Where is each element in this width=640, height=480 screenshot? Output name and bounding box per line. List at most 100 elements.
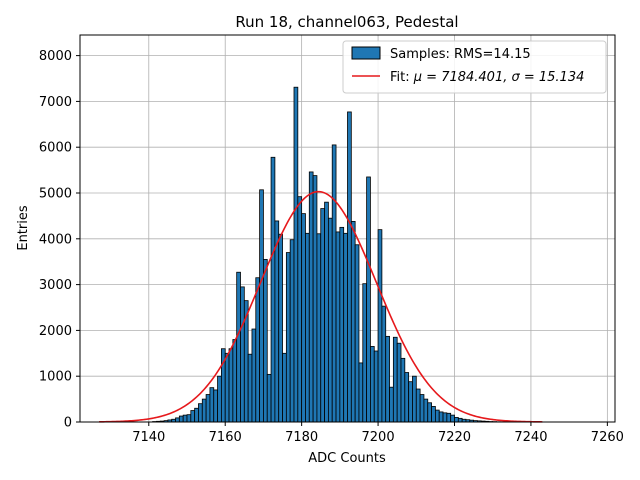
histogram-bar: [266, 373, 272, 423]
histogram-bar: [423, 398, 429, 423]
histogram-bar: [270, 156, 276, 423]
histogram-bar: [274, 220, 280, 423]
x-tick-label: 7200: [362, 430, 395, 445]
histogram-bar: [366, 176, 371, 423]
histogram-bar: [339, 226, 345, 423]
histogram-bar: [438, 411, 444, 423]
x-tick-label: 7220: [438, 430, 471, 445]
legend-fit-label: Fit: μ = 7184.401, σ = 15.134: [390, 70, 584, 85]
histogram-bar: [255, 277, 261, 423]
x-tick-label: 7160: [209, 430, 242, 445]
legend-fit-prefix: Fit:: [390, 70, 414, 85]
histogram-bar: [305, 232, 310, 423]
histogram-bar: [415, 388, 421, 423]
histogram-bar: [404, 372, 410, 423]
histogram-bar: [247, 353, 253, 423]
histogram-bar: [373, 350, 379, 423]
histogram-bar: [289, 239, 295, 423]
histogram-bar: [228, 348, 234, 423]
histogram-bar: [427, 402, 432, 423]
histogram-bar: [396, 342, 402, 423]
histogram-bar: [312, 175, 318, 423]
histogram-bar: [282, 352, 287, 423]
histogram-bar: [320, 208, 325, 423]
x-tick-label: 7240: [514, 430, 547, 445]
histogram-bar: [412, 375, 417, 423]
y-tick-label: 2000: [39, 324, 72, 339]
histogram-bar: [182, 414, 188, 423]
histogram-bar: [186, 414, 192, 423]
histogram-bar: [454, 417, 459, 423]
histogram-bar: [450, 414, 455, 423]
histogram-bar: [301, 213, 306, 423]
legend-histogram-swatch: [351, 46, 381, 60]
histogram-bar: [431, 406, 436, 423]
y-tick-label: 0: [64, 416, 72, 431]
x-tick-label: 7180: [285, 430, 318, 445]
axes-frame: [79, 34, 616, 423]
fit-curve: [99, 190, 543, 423]
histogram-bar: [251, 328, 257, 423]
histogram-bar: [236, 271, 241, 423]
histogram-bar: [408, 381, 413, 423]
histogram-bar: [377, 229, 383, 423]
histogram-bar: [240, 286, 245, 423]
y-tick-label: 5000: [39, 187, 72, 202]
histogram-bar: [201, 398, 207, 423]
histogram-bar: [190, 410, 196, 423]
histogram-bar: [370, 346, 375, 423]
histogram-bar: [358, 362, 364, 423]
histogram-bar: [389, 386, 394, 423]
histogram-bar: [224, 352, 230, 423]
x-tick-label: 7260: [591, 430, 624, 445]
y-tick-label: 3000: [39, 278, 72, 293]
histogram-bar: [419, 394, 425, 423]
y-axis-label: Entries: [16, 205, 31, 251]
y-tick-label: 4000: [39, 232, 72, 247]
histogram-bar: [285, 252, 291, 423]
x-tick-label: 7140: [132, 430, 165, 445]
histogram-bar: [381, 305, 387, 423]
x-axis-label: ADC Counts: [308, 451, 386, 466]
histogram-bar: [324, 201, 329, 423]
histogram-bar: [385, 335, 390, 423]
histogram-bar: [263, 259, 268, 423]
y-axis-ticks: 0 1000 2000 3000 4000 5000 6000 7000 8000: [39, 49, 80, 431]
histogram-bar: [347, 111, 352, 423]
y-tick-label: 7000: [39, 95, 72, 110]
histogram-bar: [350, 221, 356, 423]
histogram-bar: [213, 389, 218, 423]
histogram-bar: [205, 394, 211, 423]
histogram-bar: [457, 417, 463, 423]
histogram-bar: [335, 231, 341, 423]
histogram-bar: [259, 189, 264, 423]
histogram-bar: [175, 417, 180, 423]
histogram-bar: [354, 244, 360, 423]
histogram-bar: [442, 412, 448, 423]
histogram-bar: [293, 86, 299, 423]
histogram-bar: [232, 339, 238, 423]
histogram-bars: [152, 86, 505, 423]
histogram-bar: [278, 233, 283, 423]
legend-histogram-label: Samples: RMS=14.15: [390, 47, 531, 62]
histogram-bar: [327, 217, 333, 423]
histogram-bar: [331, 144, 337, 423]
histogram-bar: [198, 403, 203, 423]
histogram-bar: [400, 357, 406, 423]
histogram-bar: [297, 196, 303, 423]
legend: Samples: RMS=14.15 Fit: μ = 7184.401, σ …: [342, 40, 607, 94]
histogram-bar: [194, 407, 199, 423]
histogram-bar: [316, 233, 322, 423]
legend-fit-params: μ = 7184.401, σ = 15.134: [413, 70, 585, 85]
chart-title: Run 18, channel063, Pedestal: [235, 13, 458, 31]
y-tick-label: 1000: [39, 370, 72, 385]
histogram-bar: [209, 387, 215, 423]
y-tick-label: 8000: [39, 49, 72, 64]
histogram-bar: [362, 283, 368, 423]
histogram-bar: [217, 375, 222, 423]
histogram-bar: [392, 336, 398, 423]
y-tick-label: 6000: [39, 141, 72, 156]
x-axis-ticks: 7140 7160 7180 7200 7220 7240 7260: [132, 422, 624, 445]
histogram-bar: [308, 171, 314, 423]
